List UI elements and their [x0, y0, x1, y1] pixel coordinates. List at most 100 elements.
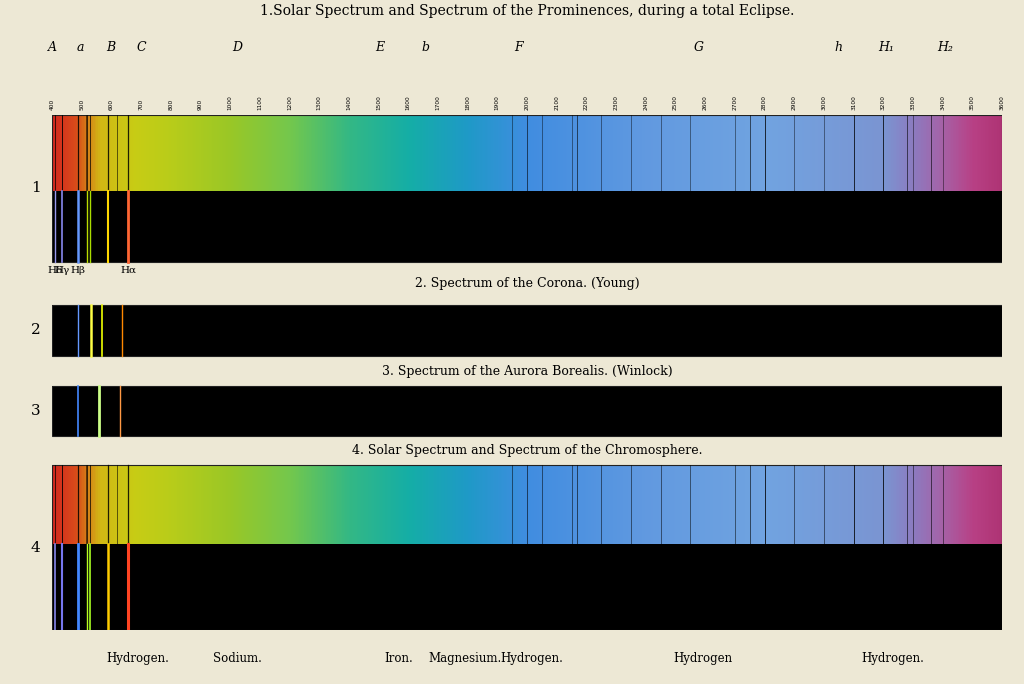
Bar	[792, 115, 793, 192]
Bar	[842, 465, 844, 544]
Bar	[197, 115, 198, 192]
Text: Hγ: Hγ	[54, 266, 70, 275]
Bar	[503, 115, 504, 192]
Bar	[52, 544, 1002, 630]
Bar	[174, 115, 176, 192]
Bar	[155, 115, 157, 192]
Bar	[451, 465, 452, 544]
Text: 3400: 3400	[940, 95, 945, 110]
Bar	[834, 115, 836, 192]
Bar	[212, 115, 214, 192]
Bar	[477, 465, 478, 544]
Bar	[890, 115, 891, 192]
Bar	[236, 115, 238, 192]
Bar	[322, 465, 324, 544]
Bar	[935, 465, 937, 544]
Bar	[177, 115, 179, 192]
Bar	[443, 465, 445, 544]
Bar	[717, 465, 718, 544]
Bar	[279, 465, 281, 544]
Bar	[815, 115, 816, 192]
Bar	[818, 115, 819, 192]
Bar	[890, 465, 891, 544]
Bar	[144, 115, 145, 192]
Bar	[553, 115, 555, 192]
Bar	[518, 465, 520, 544]
Bar	[295, 115, 296, 192]
Bar	[891, 115, 893, 192]
Text: 1.Solar Spectrum and Spectrum of the Prominences, during a total Eclipse.: 1.Solar Spectrum and Spectrum of the Pro…	[260, 4, 795, 18]
Bar	[926, 465, 928, 544]
Bar	[250, 465, 252, 544]
Bar	[552, 115, 553, 192]
Bar	[651, 465, 653, 544]
Bar	[764, 115, 766, 192]
Bar	[330, 115, 331, 192]
Bar	[579, 115, 581, 192]
Bar	[922, 465, 923, 544]
Bar	[366, 115, 368, 192]
Bar	[873, 115, 876, 192]
Bar	[845, 115, 847, 192]
Bar	[833, 115, 834, 192]
Bar	[620, 465, 622, 544]
Bar	[316, 115, 318, 192]
Bar	[231, 465, 232, 544]
Bar	[201, 465, 203, 544]
Bar	[861, 115, 862, 192]
Bar	[549, 465, 550, 544]
Bar	[932, 465, 934, 544]
Bar	[52, 386, 1002, 436]
Bar	[102, 115, 104, 192]
Bar	[417, 115, 419, 192]
Bar	[668, 115, 669, 192]
Bar	[683, 115, 685, 192]
Bar	[455, 115, 457, 192]
Bar	[356, 115, 358, 192]
Bar	[605, 115, 607, 192]
Bar	[411, 465, 412, 544]
Bar	[342, 465, 344, 544]
Text: 2000: 2000	[524, 95, 529, 110]
Bar	[663, 115, 665, 192]
Bar	[707, 115, 709, 192]
Bar	[818, 465, 819, 544]
Bar	[134, 115, 136, 192]
Bar	[53, 115, 55, 192]
Bar	[610, 465, 612, 544]
Bar	[671, 115, 672, 192]
Bar	[755, 115, 756, 192]
Bar	[601, 465, 602, 544]
Bar	[594, 465, 596, 544]
Bar	[841, 465, 842, 544]
Bar	[431, 465, 432, 544]
Bar	[298, 465, 299, 544]
Bar	[879, 115, 880, 192]
Bar	[755, 465, 756, 544]
Bar	[212, 465, 214, 544]
Bar	[496, 115, 498, 192]
Bar	[957, 465, 959, 544]
Bar	[396, 465, 397, 544]
Bar	[706, 465, 707, 544]
Bar	[746, 465, 749, 544]
Bar	[700, 115, 702, 192]
Bar	[374, 115, 376, 192]
Bar	[636, 115, 637, 192]
Bar	[766, 115, 767, 192]
Bar	[458, 115, 460, 192]
Bar	[777, 115, 778, 192]
Bar	[339, 115, 341, 192]
Bar	[390, 115, 391, 192]
Bar	[104, 465, 105, 544]
Bar	[616, 115, 618, 192]
Bar	[697, 465, 699, 544]
Bar	[255, 115, 257, 192]
Bar	[454, 115, 455, 192]
Bar	[321, 465, 322, 544]
Text: H₁: H₁	[879, 41, 894, 54]
Bar	[735, 115, 737, 192]
Bar	[250, 115, 252, 192]
Bar	[63, 115, 65, 192]
Bar	[682, 465, 683, 544]
